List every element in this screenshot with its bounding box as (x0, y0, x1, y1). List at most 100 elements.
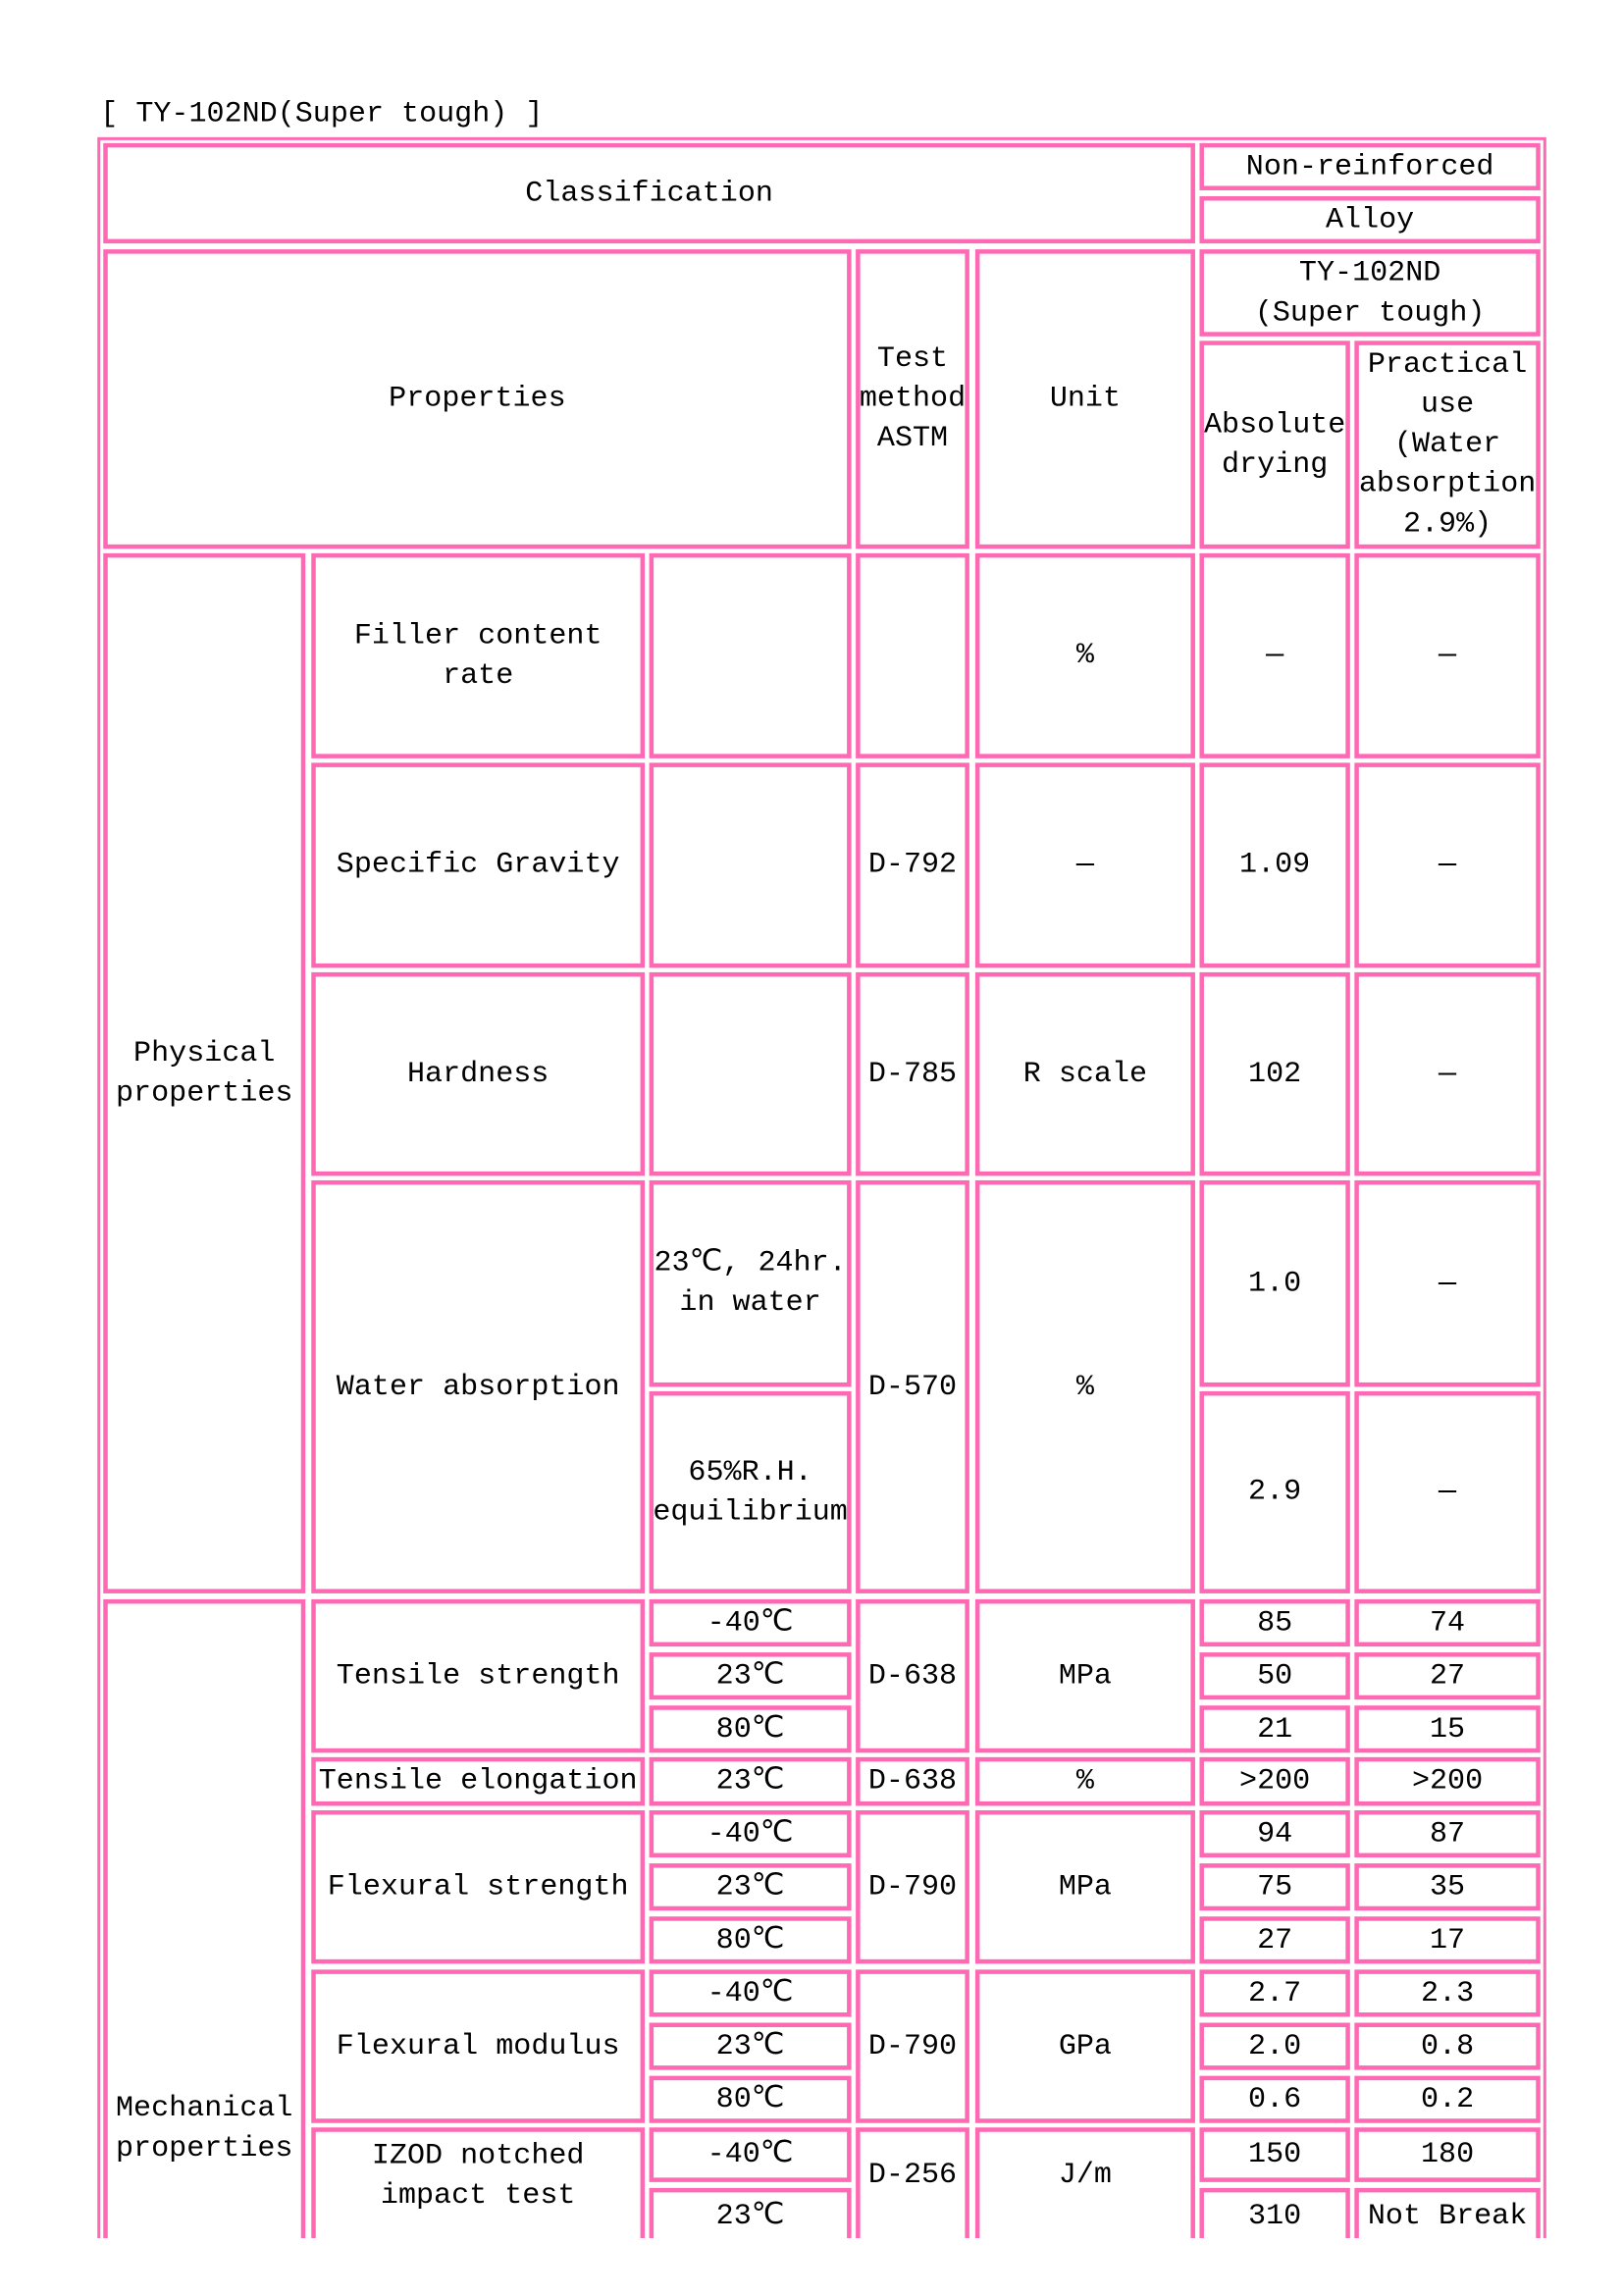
condition-text: 65%R.H. equilibrium (653, 1455, 848, 1530)
absolute-drying-value: 1.09 (1199, 762, 1350, 968)
condition: 80℃ (649, 2075, 852, 2123)
unit: MPa (974, 1598, 1195, 1753)
practical-use-value: 2.3 (1354, 1969, 1541, 2017)
practical-use-value: 74 (1354, 1598, 1541, 1647)
absolute-drying-value: 150 (1199, 2127, 1350, 2182)
absolute-drying-value-text: 1.0 (1248, 1266, 1302, 1301)
practical-use-value: — (1354, 552, 1541, 758)
practical-use-header: Practical use (Water absorption 2.9%) (1354, 340, 1541, 549)
condition: -40℃ (649, 2127, 852, 2182)
condition-text: -40℃ (707, 1976, 794, 2010)
condition: -40℃ (649, 1809, 852, 1858)
test-method: D-785 (856, 971, 969, 1176)
property-name-text: Tensile strength (336, 1658, 620, 1694)
practical-use-value: 35 (1354, 1863, 1541, 1911)
test-method: D-256 (856, 2127, 969, 2239)
property-name: Hardness (311, 971, 646, 1176)
test-method: D-790 (856, 1969, 969, 2123)
absolute-drying-header-text: Absolute drying (1203, 407, 1346, 482)
test-method-header-text: Test method ASTM (859, 341, 967, 456)
condition-text: 80℃ (715, 1711, 785, 1747)
condition: 65%R.H. equilibrium (649, 1390, 852, 1593)
test-method-text: D-792 (867, 848, 958, 883)
test-method-text: D-570 (867, 1370, 958, 1404)
absolute-drying-value: 310 (1199, 2187, 1350, 2239)
condition: 23℃ (649, 1652, 852, 1700)
condition-text: 23℃, 24hr. in water (654, 1246, 847, 1321)
unit: % (974, 1756, 1195, 1806)
absolute-drying-value-text: 27 (1257, 1922, 1293, 1957)
test-method: D-638 (856, 1598, 969, 1753)
absolute-drying-value: 27 (1199, 1916, 1350, 1964)
absolute-drying-value: 2.0 (1199, 2022, 1350, 2070)
classification-header-text: Classification (525, 176, 773, 211)
condition: 23℃ (649, 1756, 852, 1806)
absolute-drying-value: — (1199, 552, 1350, 758)
practical-use-value-text: — (1439, 1057, 1457, 1091)
practical-use-value: Not Break (1354, 2187, 1541, 2239)
condition: 23℃ (649, 2187, 852, 2239)
unit: % (974, 1179, 1195, 1593)
condition: 23℃, 24hr. in water (649, 1179, 852, 1387)
condition: 80℃ (649, 1916, 852, 1964)
condition-text: 80℃ (715, 2082, 785, 2116)
practical-use-value-text: — (1439, 1475, 1457, 1510)
practical-use-header-text: Practical use (Water absorption 2.9%) (1358, 347, 1537, 542)
unit-text: % (1075, 1370, 1094, 1404)
absolute-drying-value-text: 0.6 (1248, 2082, 1302, 2116)
properties-header: Properties (103, 249, 852, 549)
property-name: Tensile elongation (311, 1756, 646, 1806)
practical-use-value-text: >200 (1411, 1764, 1484, 1799)
absolute-drying-value: 102 (1199, 971, 1350, 1176)
property-table: Classification Non-reinforced Alloy Propert… (97, 136, 1546, 2239)
property-name-text: IZOD notched impact test (371, 2139, 585, 2214)
unit: % (974, 552, 1195, 758)
property-name: Tensile strength (311, 1598, 646, 1753)
absolute-drying-value: 94 (1199, 1809, 1350, 1858)
practical-use-value-text: 0.8 (1420, 2029, 1475, 2063)
unit-header: Unit (974, 249, 1195, 549)
physical-properties-label-text: Physical properties (116, 1036, 293, 1111)
test-method-text: D-790 (867, 2029, 958, 2063)
property-name-text: Flexural strength (327, 1869, 629, 1905)
non-reinforced-header-text: Non-reinforced (1245, 149, 1494, 184)
test-method-text: D-790 (867, 1869, 958, 1905)
property-name-text: Hardness (406, 1057, 550, 1091)
absolute-drying-value-text: 85 (1257, 1605, 1293, 1641)
unit: R scale (974, 971, 1195, 1176)
absolute-drying-value-text: 2.9 (1248, 1475, 1302, 1510)
table-outer-frame (97, 136, 1546, 2239)
property-name-text: Water absorption (336, 1370, 620, 1404)
practical-use-value: — (1354, 1179, 1541, 1387)
unit-text: % (1075, 1764, 1094, 1799)
practical-use-value-text: 27 (1430, 1658, 1466, 1694)
practical-use-value-text: 15 (1430, 1711, 1466, 1747)
property-name-text: Flexural modulus (336, 2029, 620, 2063)
practical-use-value: 0.8 (1354, 2022, 1541, 2070)
absolute-drying-value-text: — (1266, 639, 1284, 673)
practical-use-value-text: 0.2 (1420, 2082, 1475, 2116)
property-name-text: Tensile elongation (318, 1764, 638, 1799)
unit: — (974, 762, 1195, 968)
absolute-drying-value-text: 75 (1257, 1869, 1293, 1905)
practical-use-value-text: 35 (1430, 1869, 1466, 1905)
unit-header-text: Unit (1049, 382, 1122, 417)
practical-use-value-text: 180 (1420, 2137, 1475, 2172)
practical-use-value: 180 (1354, 2127, 1541, 2182)
absolute-drying-value: 21 (1199, 1705, 1350, 1753)
practical-use-value-text: — (1439, 1266, 1457, 1301)
unit-text: J/m (1058, 2158, 1112, 2193)
property-name-text: Specific Gravity (336, 848, 620, 883)
condition-text: -40℃ (707, 2137, 794, 2172)
absolute-drying-value-text: >200 (1239, 1764, 1311, 1799)
grade-header-text: TY-102ND (Super tough) (1254, 255, 1486, 331)
practical-use-value-text: 74 (1430, 1605, 1466, 1641)
alloy-header: Alloy (1199, 195, 1541, 244)
property-name-text: Filler content rate (353, 618, 602, 693)
test-method: D-792 (856, 762, 969, 968)
condition-text: 23℃ (715, 2199, 785, 2234)
unit-text: GPa (1058, 2029, 1112, 2063)
property-name: Flexural modulus (311, 1969, 646, 2123)
absolute-drying-value: 85 (1199, 1598, 1350, 1647)
